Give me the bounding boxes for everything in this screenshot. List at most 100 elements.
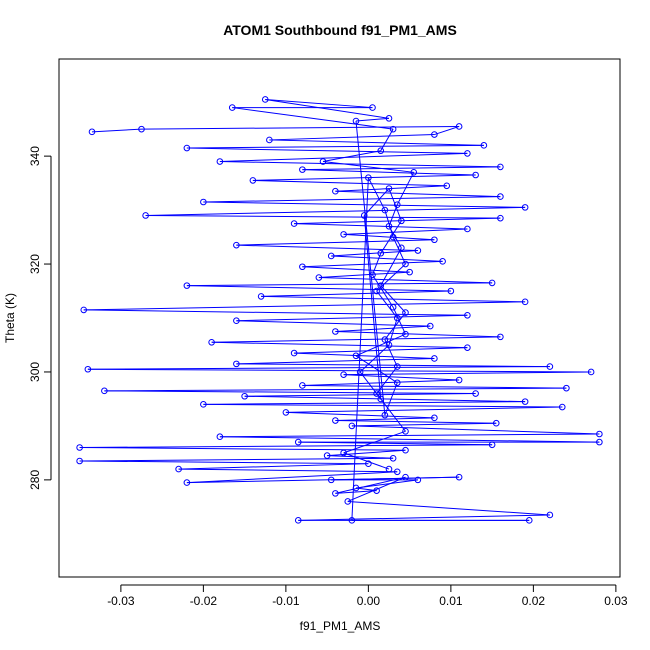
series-line-segment xyxy=(355,355,398,384)
series-line-segment xyxy=(298,514,550,521)
data-point xyxy=(488,279,496,287)
chart-title: ATOM1 Southbound f91_PM1_AMS xyxy=(223,22,457,38)
data-point xyxy=(377,395,385,403)
series-line-segment xyxy=(203,196,501,203)
series-line-segment xyxy=(335,330,501,338)
data-point xyxy=(596,430,603,438)
series-line-segment xyxy=(372,274,394,308)
series-line-segment xyxy=(236,363,550,368)
series-line-segment xyxy=(186,471,398,484)
data-point xyxy=(464,150,471,157)
series-line-segment xyxy=(388,188,402,222)
data-point xyxy=(208,338,215,346)
series-line-segment xyxy=(244,395,526,403)
series-line-segment xyxy=(335,325,431,332)
data-point xyxy=(183,479,191,486)
series-line-segment xyxy=(232,107,394,130)
series-line-segment xyxy=(145,214,501,219)
data-point xyxy=(319,158,327,165)
data-point xyxy=(385,185,393,192)
series-line-segment xyxy=(331,250,418,257)
data-point xyxy=(521,398,529,405)
data-point xyxy=(381,206,389,214)
data-point xyxy=(398,217,405,225)
data-point xyxy=(455,376,463,384)
data-point xyxy=(389,233,397,241)
series-line-segment xyxy=(219,433,600,438)
series-line-segment xyxy=(322,150,381,163)
data-point xyxy=(497,333,504,341)
series-line-segment xyxy=(376,290,398,319)
series-line-segment xyxy=(380,128,394,151)
series-line-segment xyxy=(363,188,390,216)
data-point xyxy=(525,517,533,524)
series-line-segment xyxy=(347,500,550,516)
data-point xyxy=(521,298,529,306)
series-line-segment xyxy=(351,425,600,435)
series-line-segment xyxy=(294,217,501,225)
data-point xyxy=(402,473,409,481)
series-line-segment xyxy=(343,228,468,235)
data-point xyxy=(369,104,376,111)
data-point xyxy=(439,258,446,265)
series-line-segment xyxy=(244,393,476,397)
data-point xyxy=(352,484,360,492)
data-point xyxy=(200,198,207,206)
series-line-segment xyxy=(265,98,390,119)
series-line-segment xyxy=(302,379,460,386)
data-point xyxy=(488,441,496,449)
series-line-segment xyxy=(261,290,451,297)
series-line-segment xyxy=(178,468,398,473)
series-line-segment xyxy=(372,253,382,276)
data-point xyxy=(360,212,368,219)
data-point xyxy=(299,166,306,173)
data-point xyxy=(398,244,405,252)
plot-frame xyxy=(58,58,621,578)
series-line-segment xyxy=(203,403,563,408)
data-point xyxy=(587,368,595,376)
data-point xyxy=(228,104,236,111)
data-point xyxy=(233,241,240,249)
data-point xyxy=(497,214,504,222)
series-line-segment xyxy=(83,301,526,311)
y-tick-label: 320 xyxy=(28,254,42,274)
series-line-segment xyxy=(355,121,386,416)
data-point xyxy=(373,487,380,494)
data-point xyxy=(377,147,385,155)
data-point xyxy=(414,247,422,254)
series-line-segment xyxy=(186,147,468,154)
data-point xyxy=(385,115,393,122)
data-point xyxy=(294,517,302,524)
data-point xyxy=(402,309,409,316)
series-line-segment xyxy=(396,172,415,205)
x-axis: -0.03 -0.02 -0.01 0.00 0.01 0.02 0.03 xyxy=(107,584,628,608)
data-point xyxy=(138,125,145,133)
data-point xyxy=(249,177,257,184)
series-line-segment xyxy=(178,463,369,470)
series-line-segment xyxy=(269,139,484,146)
data-point xyxy=(340,371,347,378)
data-point xyxy=(521,204,529,211)
data-point xyxy=(381,411,389,419)
series-line-segment xyxy=(335,490,377,494)
data-point xyxy=(431,236,438,244)
data-point xyxy=(596,438,603,446)
data-point xyxy=(327,252,335,260)
data-point xyxy=(381,336,389,343)
data-point xyxy=(377,249,385,257)
data-point xyxy=(352,117,360,125)
series-line-segment xyxy=(380,285,406,313)
data-point xyxy=(389,125,397,133)
data-point xyxy=(447,287,455,295)
series-line-segment xyxy=(236,357,435,365)
series-line-segment xyxy=(392,236,406,265)
data-point xyxy=(80,306,88,314)
data-point xyxy=(233,317,240,324)
data-point xyxy=(389,454,397,462)
series-line-segment xyxy=(294,223,468,230)
series-line-segment xyxy=(294,347,468,354)
data-point xyxy=(332,187,339,195)
series-line-segment xyxy=(380,247,402,286)
series-line-segment xyxy=(355,117,390,122)
